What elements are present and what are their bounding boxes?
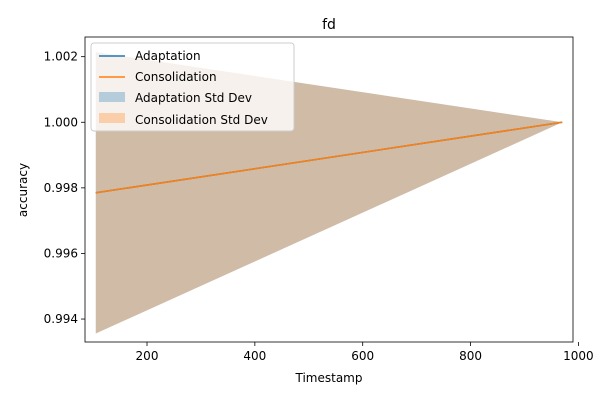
x-axis: 200 400 600 800 1000 bbox=[136, 342, 594, 363]
legend: Adaptation Consolidation Adaptation Std … bbox=[90, 42, 295, 132]
y-axis: 0.994 0.996 0.998 1.000 1.002 bbox=[44, 50, 85, 326]
legend-swatch-adaptation-std bbox=[99, 92, 125, 102]
y-axis-label: accuracy bbox=[16, 163, 30, 217]
x-tick-label: 400 bbox=[243, 349, 266, 363]
chart-title: fd bbox=[322, 17, 336, 33]
legend-label-consolidation-std: Consolidation Std Dev bbox=[135, 113, 268, 127]
legend-label-adaptation: Adaptation bbox=[135, 49, 201, 63]
x-tick-label: 600 bbox=[351, 349, 374, 363]
y-tick-label: 0.996 bbox=[44, 246, 78, 260]
x-axis-label: Timestamp bbox=[295, 371, 363, 385]
x-tick-label: 1000 bbox=[563, 349, 594, 363]
y-tick-label: 0.994 bbox=[44, 312, 78, 326]
x-tick-label: 200 bbox=[136, 349, 159, 363]
plot-frame bbox=[84, 36, 574, 343]
legend-label-adaptation-std: Adaptation Std Dev bbox=[135, 91, 252, 105]
legend-swatch-consolidation-std bbox=[99, 113, 125, 123]
legend-label-consolidation: Consolidation bbox=[135, 70, 217, 84]
y-tick-label: 1.000 bbox=[44, 115, 78, 129]
series-lines bbox=[95, 121, 563, 194]
y-tick-label: 0.998 bbox=[44, 181, 78, 195]
y-tick-label: 1.002 bbox=[44, 50, 78, 64]
legend-box bbox=[90, 42, 295, 132]
consolidation-line bbox=[95, 121, 563, 194]
x-tick-label: 800 bbox=[459, 349, 482, 363]
